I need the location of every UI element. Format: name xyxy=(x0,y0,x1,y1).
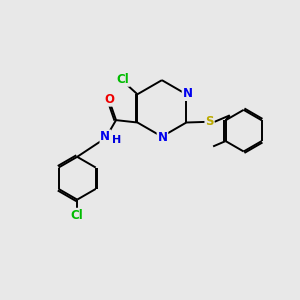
Text: S: S xyxy=(205,116,214,128)
Text: Cl: Cl xyxy=(71,208,84,222)
Text: N: N xyxy=(158,131,167,144)
Text: Cl: Cl xyxy=(117,73,130,86)
Text: O: O xyxy=(104,93,114,106)
Text: H: H xyxy=(112,135,122,145)
Text: N: N xyxy=(182,87,193,100)
Text: N: N xyxy=(100,130,110,143)
